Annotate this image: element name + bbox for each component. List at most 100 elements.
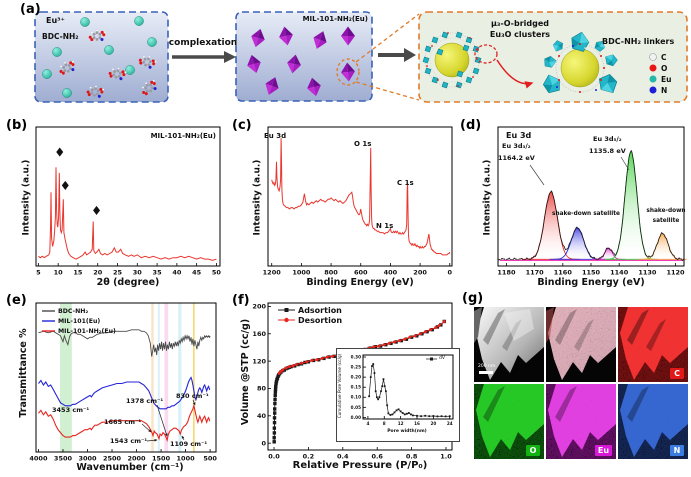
x-tick-label: 35 <box>153 269 163 277</box>
x-tick-label: 5 <box>36 269 41 277</box>
panel-label-f: (f) <box>232 293 250 308</box>
eds-map-europium-graphic <box>546 384 616 459</box>
x-tick-label: 2000 <box>127 455 146 463</box>
ann-830: 830 cm⁻¹ <box>176 392 209 400</box>
panel-a: (a) Eu³⁺ BDC-NH₂ complexation MIL-101-NH… <box>0 0 691 115</box>
desorption-swatch <box>278 317 295 323</box>
ann-3453: 3453 cm⁻¹ <box>52 406 90 414</box>
pore-ylabel: Cumulative Pore Volume (cc/g) <box>337 353 342 419</box>
xps-peak-eu3d: Eu 3d <box>264 132 287 140</box>
xrd-xlabel: 2θ (degree) <box>96 277 160 288</box>
panel-label-e: (e) <box>6 293 27 308</box>
x-tick-label: 4 <box>366 421 369 426</box>
ftir-legend-bdc: BDC-NH₂ <box>42 306 116 316</box>
panel-d: 1180 1170 1160 1150 1140 1130 1120 (d) Eu 3d E… <box>458 115 691 292</box>
ftir-legend-label: MIL-101(Eu) <box>58 317 101 325</box>
ftir-legend: BDC-NH₂ MIL-101(Eu) MIL-101-NH₂(Eu) <box>42 306 116 336</box>
y-tick-label: 200 <box>252 303 266 311</box>
pore-legend-label: dV <box>439 356 445 361</box>
x-tick-label: 0 <box>448 269 453 277</box>
y-tick-label: 0.25 <box>351 365 361 370</box>
ftir-ylabel: Transmittance % <box>18 328 29 418</box>
y-tick-label: 0.00 <box>351 415 361 420</box>
eds-map-oxygen: O <box>474 384 544 459</box>
eu3d-ylabel: Intensity (a.u.) <box>482 159 493 236</box>
panel-label-a: (a) <box>20 2 41 17</box>
eu-ion-label: Eu³⁺ <box>46 16 65 25</box>
x-tick-label: 0.6 <box>371 453 383 461</box>
y-tick-label: 80 <box>257 385 267 393</box>
x-tick-label: 1160 <box>554 269 573 277</box>
eds-map-europium: Eu <box>546 384 616 459</box>
y-tick-label: 0 <box>261 439 266 447</box>
x-tick-label: 4000 <box>29 455 48 463</box>
eu3d-title: Eu 3d <box>506 131 532 140</box>
x-tick-label: 20 <box>93 269 103 277</box>
panel-label-g: (g) <box>462 291 484 306</box>
eu3d52-ev: 1135.8 eV <box>589 147 626 155</box>
isotherm-ylabel: Volume @STP (cc/g) <box>240 318 251 426</box>
panel-b: 5 10 15 20 25 30 35 40 45 50 (b) MIL-101-NH₂(Eu) … <box>0 115 230 292</box>
x-tick-label: 0.2 <box>303 453 315 461</box>
atom-legend-eu: Eu <box>661 75 672 84</box>
x-tick-label: 25 <box>113 269 123 277</box>
ann-1665: 1665 cm⁻¹ <box>104 418 142 426</box>
expansion-arrow <box>378 48 416 62</box>
x-tick-label: 1130 <box>638 269 657 277</box>
x-tick-label: 15 <box>73 269 83 277</box>
x-tick-label: 200 <box>413 269 427 277</box>
x-tick-label: 16 <box>414 421 420 426</box>
panel-label-b: (b) <box>6 118 28 133</box>
eu3d-xlabel: Binding Energy (eV) <box>537 277 645 288</box>
satellite-left-label: shake-down satellite <box>552 211 620 217</box>
eds-map-nitrogen: N <box>618 384 688 459</box>
xps-peak-o1s: O 1s <box>354 140 372 148</box>
x-tick-label: 24 <box>447 421 453 426</box>
x-tick-label: 0.8 <box>406 453 418 461</box>
ftir-legend-mil101: MIL-101(Eu) <box>42 316 116 326</box>
detail-box <box>418 11 688 103</box>
nitrogen-map-label: N <box>670 445 684 456</box>
isotherm-legend: Adsortion Desortion <box>278 305 342 325</box>
x-tick-label: 40 <box>172 269 182 277</box>
xps-peak-n1s: N 1s <box>376 222 394 230</box>
ligand-label: BDC-NH₂ <box>42 32 79 41</box>
ftir-chart: 4000 3500 3000 2500 2000 1500 1000 500 <box>29 302 217 463</box>
panel-f: 0.0 0.2 0.4 0.6 0.8 1.0 0 40 80 120 160 200 (f) Ads… <box>230 290 460 477</box>
x-tick-label: 1500 <box>152 455 171 463</box>
eds-composite-graphic <box>546 307 616 382</box>
mof-box <box>235 11 373 102</box>
xps-survey-chart: 1200 1000 800 600 400 200 0 <box>263 126 453 277</box>
atom-legend-dots <box>649 53 657 94</box>
x-tick-label: 12 <box>398 421 404 426</box>
y-tick-label: 0.10 <box>351 395 361 400</box>
xps-xlabel: Binding Energy (eV) <box>306 277 414 288</box>
scale-bar-label: 200 nm <box>478 364 496 369</box>
eu3d-chart: 1180 1170 1160 1150 1140 1130 1120 <box>497 126 687 277</box>
eu3d-callout-lines <box>529 156 630 186</box>
ftir-legend-mil101nh2: MIL-101-NH₂(Eu) <box>42 326 116 336</box>
ftir-annotation-arrows <box>141 399 196 442</box>
xrd-ylabel: Intensity (a.u.) <box>21 159 32 236</box>
cluster-zoom-arrow <box>496 59 534 89</box>
ftir-legend-swatch-gray <box>42 310 55 312</box>
eds-composite-map <box>546 307 616 390</box>
x-tick-label: 800 <box>324 269 338 277</box>
x-tick-label: 1.0 <box>440 453 452 461</box>
ftir-legend-swatch-blue <box>42 320 55 322</box>
x-tick-label: 400 <box>384 269 398 277</box>
x-tick-label: 20 <box>430 421 436 426</box>
linker-cluster <box>540 30 622 98</box>
x-tick-label: 600 <box>354 269 368 277</box>
europium-map-label: Eu <box>595 445 612 456</box>
pore-inset-chart: 4 8 12 16 20 24 0.00 0.05 0.10 0.15 0.20 0.25 0.30 <box>336 348 460 442</box>
eu3d52-label: Eu 3d₅/₂ <box>593 135 622 143</box>
cluster-highlight-circle <box>474 44 498 64</box>
x-tick-label: 1120 <box>666 269 685 277</box>
eu3d32-ev: 1164.2 eV <box>498 154 535 162</box>
carbon-map-label: C <box>670 368 684 379</box>
isotherm-legend-desorption: Desortion <box>278 315 342 325</box>
panel-c: 1200 1000 800 600 400 200 0 (c) Eu 3d O 1s N 1… <box>230 115 460 292</box>
x-tick-label: 1000 <box>292 269 311 277</box>
xps-peak-c1s: C 1s <box>397 179 414 187</box>
